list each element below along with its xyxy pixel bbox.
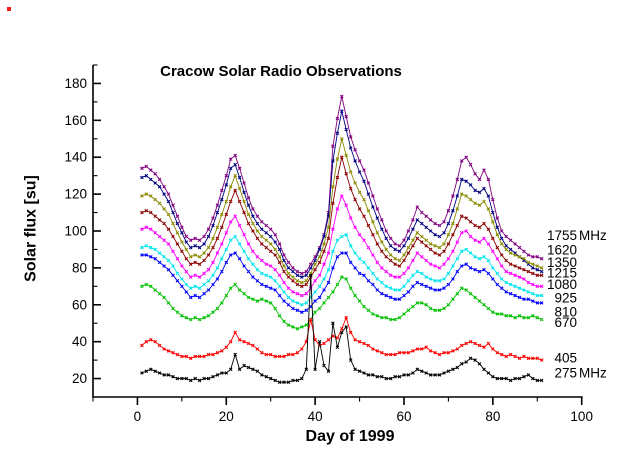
series-line-1620mhz xyxy=(141,110,542,278)
series-line-1350mhz xyxy=(141,138,542,284)
legend-suffix-1755: MHz xyxy=(579,228,607,243)
y-tick-label: 60 xyxy=(72,297,87,312)
series-markers-810mhz xyxy=(140,251,544,314)
series-line-405mhz xyxy=(141,316,542,361)
series-markers-1080mhz xyxy=(140,194,544,298)
x-tick-label: 100 xyxy=(570,409,593,424)
series-markers-925mhz xyxy=(140,232,544,307)
legend-label-670mhz: 670 xyxy=(554,315,577,330)
x-tick-label: 40 xyxy=(308,409,323,424)
y-tick-label: 120 xyxy=(64,187,87,202)
series-markers-1215mhz xyxy=(140,155,544,289)
legend-suffix-275: MHz xyxy=(579,365,607,380)
series-markers-1755mhz xyxy=(140,94,544,276)
y-tick-label: 160 xyxy=(64,113,87,128)
series-markers-275mhz xyxy=(140,273,544,384)
legend-label-405mhz: 405 xyxy=(554,350,577,365)
series-markers-405mhz xyxy=(140,315,544,362)
x-tick-label: 0 xyxy=(134,409,142,424)
series-markers-1620mhz xyxy=(140,109,544,279)
series-line-1215mhz xyxy=(141,157,542,287)
chart-title: Cracow Solar Radio Observations xyxy=(160,63,402,80)
legend-label-1755mhz: 1755 xyxy=(547,228,577,243)
legend-label-810mhz: 810 xyxy=(554,304,577,319)
y-tick-label: 140 xyxy=(64,150,87,165)
series-line-1755mhz xyxy=(141,96,542,274)
y-tick-label: 20 xyxy=(72,371,87,386)
x-tick-label: 20 xyxy=(219,409,234,424)
red-artifact-dot xyxy=(7,7,11,11)
y-tick-label: 180 xyxy=(64,76,87,91)
x-tick-label: 60 xyxy=(396,409,411,424)
legend-label-275mhz: 275 xyxy=(554,365,577,380)
series-markers-670mhz xyxy=(140,275,544,331)
legend-label-1080mhz: 1080 xyxy=(547,277,577,292)
legend-label-1620mhz: 1620 xyxy=(547,242,577,257)
x-tick-label: 80 xyxy=(485,409,500,424)
series-line-670mhz xyxy=(141,276,542,330)
y-tick-label: 80 xyxy=(72,260,87,275)
series-markers-1350mhz xyxy=(140,137,544,285)
y-tick-label: 100 xyxy=(64,224,87,239)
legend-label-925mhz: 925 xyxy=(554,290,577,305)
legend-label-1215mhz: 1215 xyxy=(547,265,577,280)
y-tick-label: 40 xyxy=(72,334,87,349)
x-axis-title: Day of 1999 xyxy=(305,428,395,445)
legend-label-1350mhz: 1350 xyxy=(547,255,577,270)
y-axis-title: Solar flux [su] xyxy=(22,175,40,282)
